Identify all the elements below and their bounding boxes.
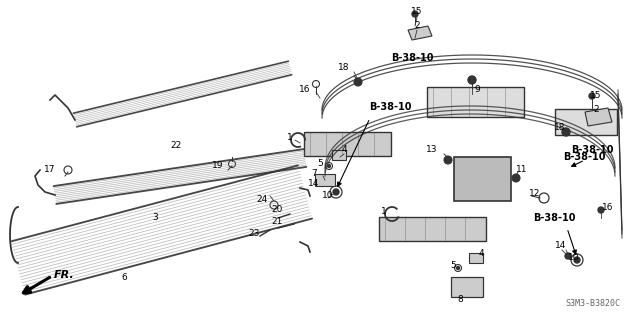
Text: 4: 4 xyxy=(341,145,347,154)
Circle shape xyxy=(598,207,604,213)
Text: 18: 18 xyxy=(554,123,566,132)
Text: 14: 14 xyxy=(308,179,320,188)
Text: 3: 3 xyxy=(152,213,158,222)
Text: S3M3-B3820C: S3M3-B3820C xyxy=(565,299,620,308)
Polygon shape xyxy=(585,108,612,126)
Text: 12: 12 xyxy=(529,189,541,198)
Circle shape xyxy=(589,93,595,99)
Circle shape xyxy=(354,78,362,86)
Text: 7: 7 xyxy=(311,169,317,179)
Polygon shape xyxy=(408,26,432,40)
Circle shape xyxy=(562,128,570,136)
Circle shape xyxy=(333,189,339,195)
Text: 23: 23 xyxy=(248,228,260,238)
Circle shape xyxy=(322,179,328,185)
Text: 5: 5 xyxy=(317,159,323,167)
FancyBboxPatch shape xyxy=(427,87,524,117)
Text: 5: 5 xyxy=(450,262,456,271)
Circle shape xyxy=(512,174,520,182)
Text: 15: 15 xyxy=(590,92,602,100)
Circle shape xyxy=(328,165,330,167)
FancyBboxPatch shape xyxy=(304,132,391,156)
FancyBboxPatch shape xyxy=(379,217,486,241)
Text: 1: 1 xyxy=(381,207,387,217)
Circle shape xyxy=(412,11,418,17)
Text: 10: 10 xyxy=(568,254,580,263)
FancyBboxPatch shape xyxy=(315,174,335,186)
Text: 20: 20 xyxy=(271,205,283,214)
Text: B-38-10: B-38-10 xyxy=(563,152,605,162)
Text: B-38-10: B-38-10 xyxy=(369,102,412,112)
FancyBboxPatch shape xyxy=(332,150,346,160)
Text: 13: 13 xyxy=(426,145,438,154)
FancyBboxPatch shape xyxy=(451,277,483,297)
FancyBboxPatch shape xyxy=(454,157,511,201)
Circle shape xyxy=(468,76,476,84)
Text: 15: 15 xyxy=(412,8,423,17)
Text: 18: 18 xyxy=(339,63,349,72)
FancyBboxPatch shape xyxy=(469,253,483,263)
Text: B-38-10: B-38-10 xyxy=(571,145,613,155)
Text: 4: 4 xyxy=(478,249,484,258)
Circle shape xyxy=(444,156,452,164)
Circle shape xyxy=(565,253,571,259)
Text: 6: 6 xyxy=(121,273,127,283)
Circle shape xyxy=(574,257,580,263)
Text: 11: 11 xyxy=(516,166,528,174)
Text: FR.: FR. xyxy=(54,270,75,280)
Text: 14: 14 xyxy=(556,241,566,250)
Text: 10: 10 xyxy=(323,190,333,199)
Text: 1: 1 xyxy=(287,133,293,143)
Text: 8: 8 xyxy=(457,295,463,305)
Text: 19: 19 xyxy=(212,161,224,170)
Text: 22: 22 xyxy=(170,140,182,150)
Text: 16: 16 xyxy=(602,204,614,212)
Text: B-38-10: B-38-10 xyxy=(391,53,433,63)
Text: 17: 17 xyxy=(44,166,56,174)
Text: 2: 2 xyxy=(593,106,599,115)
FancyBboxPatch shape xyxy=(555,109,617,135)
Circle shape xyxy=(456,266,460,270)
Text: 21: 21 xyxy=(271,217,283,226)
Text: 24: 24 xyxy=(257,196,268,204)
Text: 16: 16 xyxy=(300,85,311,94)
Text: B-38-10: B-38-10 xyxy=(532,213,575,223)
Text: 2: 2 xyxy=(414,21,420,31)
Text: 9: 9 xyxy=(474,85,480,94)
